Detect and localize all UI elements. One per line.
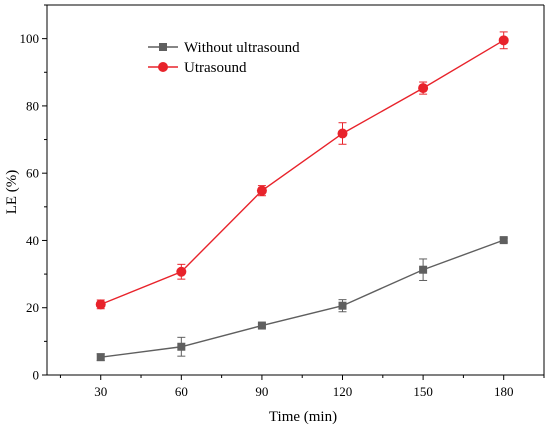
legend-label: Without ultrasound bbox=[184, 40, 300, 56]
data-point bbox=[177, 342, 186, 351]
x-axis-title: Time (min) bbox=[269, 409, 337, 425]
legend-marker bbox=[158, 62, 168, 72]
x-tick-label: 60 bbox=[175, 384, 188, 399]
series-line bbox=[100, 239, 504, 358]
x-tick-label: 180 bbox=[494, 384, 514, 399]
legend-label: Utrasound bbox=[184, 60, 247, 76]
data-point bbox=[419, 265, 428, 274]
x-tick-label: 30 bbox=[94, 384, 107, 399]
y-axis-title: LE (%) bbox=[4, 170, 20, 215]
y-tick-label: 100 bbox=[20, 31, 40, 46]
data-point bbox=[96, 353, 105, 362]
data-point bbox=[418, 83, 429, 94]
series-line bbox=[100, 39, 505, 306]
data-point bbox=[338, 301, 347, 310]
y-tick-label: 60 bbox=[26, 166, 39, 181]
legend: Without ultrasound Utrasound bbox=[148, 40, 300, 76]
data-point bbox=[337, 128, 348, 139]
x-tick-label: 90 bbox=[255, 384, 268, 399]
axes: 30 60 90 120 150 180 0 20 40 60 80 100 bbox=[20, 4, 545, 399]
data-point bbox=[499, 236, 508, 245]
x-tick-label: 120 bbox=[333, 384, 353, 399]
data-point bbox=[95, 299, 106, 310]
y-tick-label: 20 bbox=[26, 300, 39, 315]
series-1 bbox=[96, 236, 508, 362]
legend-item-2: Utrasound bbox=[148, 60, 247, 76]
data-point bbox=[256, 185, 267, 196]
legend-marker bbox=[159, 43, 167, 51]
y-tick-label: 40 bbox=[26, 233, 39, 248]
x-tick-label: 150 bbox=[413, 384, 433, 399]
series-2 bbox=[95, 31, 509, 310]
data-point bbox=[498, 35, 509, 46]
data-point bbox=[176, 266, 187, 277]
legend-item-1: Without ultrasound bbox=[148, 40, 300, 56]
series-layer bbox=[95, 31, 509, 362]
y-tick-label: 0 bbox=[33, 368, 40, 383]
data-point bbox=[257, 321, 266, 330]
y-tick-label: 80 bbox=[26, 98, 39, 113]
